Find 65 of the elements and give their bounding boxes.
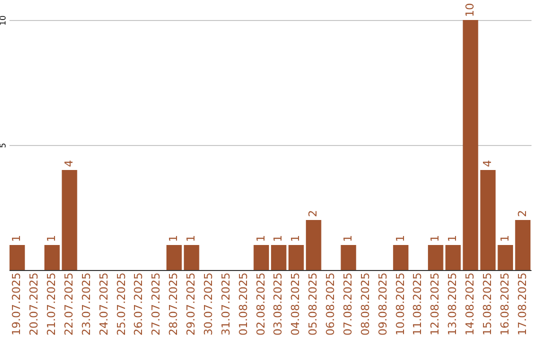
bar [498,245,514,270]
x-tick-label: 13.08.2025 [446,272,460,336]
x-tick-label: 11.08.2025 [411,272,424,336]
bar [515,220,530,270]
data-label: 1 [394,235,407,242]
data-label: 1 [289,235,302,242]
bar [445,245,461,270]
x-tick-label: 24.07.2025 [97,272,110,336]
data-label: 1 [341,235,354,242]
x-tick-label: 14.08.2025 [464,272,476,336]
bar [340,245,356,270]
bar [428,245,444,270]
x-tick-label: 01.08.2025 [236,272,250,336]
bar [271,245,286,270]
x-tick-label: 02.08.2025 [254,272,268,336]
data-label: 1 [272,235,285,242]
x-tick-label: 06.08.2025 [324,272,338,336]
data-label: 1 [10,235,24,242]
x-tick-label: 08.08.2025 [358,272,372,336]
data-label: 4 [62,160,76,167]
x-tick-label: 07.08.2025 [341,272,354,336]
x-tick-label: 16.08.2025 [498,272,512,336]
data-label: 1 [45,235,58,242]
data-label: 1 [446,235,460,242]
bar [306,220,322,270]
x-tick-label: 12.08.2025 [428,272,442,336]
x-tick-label: 31.07.2025 [219,272,232,336]
x-tick-label: 29.07.2025 [184,272,198,336]
data-label: 1 [428,235,442,242]
data-label: 2 [516,210,529,217]
x-tick-label: 25.07.2025 [114,272,128,336]
data-label: 1 [184,235,198,242]
data-label: 10 [464,3,476,17]
x-tick-label: 30.07.2025 [202,272,215,336]
x-tick-label: 17.08.2025 [516,272,529,336]
data-label: 4 [480,160,494,167]
x-tick-label: 19.07.2025 [10,272,24,336]
x-tick-label: 10.08.2025 [394,272,407,336]
x-tick-label: 20.07.2025 [28,272,41,336]
x-tick-label: 28.07.2025 [167,272,180,336]
bar [10,245,25,270]
x-tick-label: 26.07.2025 [132,272,146,336]
x-tick-label: 15.08.2025 [480,272,494,336]
bar [44,245,60,270]
x-tick-label: 27.07.2025 [150,272,163,336]
data-label: 1 [167,235,180,242]
data-label: 2 [306,210,320,217]
x-tick-label: 05.08.2025 [306,272,320,336]
bar [462,20,478,270]
y-tick-label: 5 [0,142,8,148]
bar [184,245,200,270]
data-label: 1 [498,235,512,242]
data-label: 1 [254,235,268,242]
bar [254,245,269,270]
x-tick-label: 04.08.2025 [289,272,302,336]
bar [288,245,304,270]
x-tick-label: 03.08.2025 [272,272,285,336]
bar [480,170,496,270]
x-tick-label: 22.07.2025 [62,272,76,336]
bar [393,245,408,270]
x-tick-label: 21.07.2025 [45,272,58,336]
bar [166,245,182,270]
x-tick-label: 23.07.2025 [80,272,93,336]
x-tick-label: 09.08.2025 [376,272,390,336]
bar [62,170,78,270]
